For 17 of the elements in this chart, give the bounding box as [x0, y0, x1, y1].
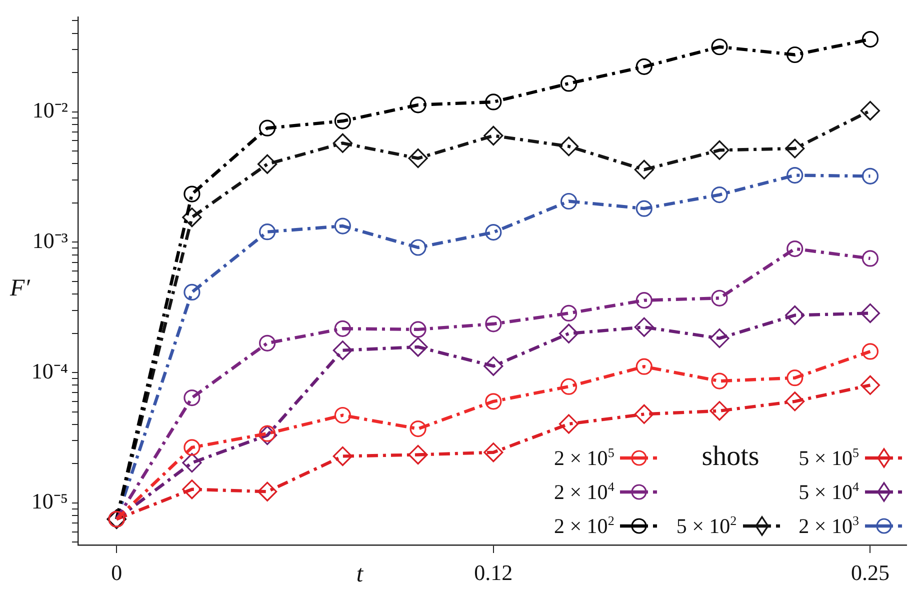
legend-label: 5 × 10$^{5}$ — [798, 445, 859, 471]
y-tick-label: 10⁻² — [32, 98, 68, 123]
legend-label: 5 × 10$^{4}$ — [798, 479, 859, 505]
y-tick-label: 10⁻³ — [32, 228, 68, 253]
x-tick-label: 0.12 — [474, 560, 513, 585]
y-tick-label: 10⁻⁴ — [31, 358, 68, 384]
legend-label: 2 × 10$^{5}$ — [554, 445, 614, 471]
y-tick-label: 10⁻⁵ — [31, 488, 68, 514]
x-tick-label: 0 — [111, 560, 122, 585]
legend-label: 2 × 10$^{2}$ — [554, 513, 614, 539]
legend-label: 2 × 10$^{3}$ — [798, 513, 859, 539]
legend-title: shots — [700, 441, 760, 473]
y-axis-title: F′ — [9, 275, 31, 302]
legend-label: 2 × 10$^{4}$ — [554, 479, 614, 505]
legend-label: 5 × 10$^{2}$ — [676, 513, 737, 539]
x-axis-title: t — [356, 561, 364, 588]
x-tick-label: 0.25 — [850, 560, 890, 585]
